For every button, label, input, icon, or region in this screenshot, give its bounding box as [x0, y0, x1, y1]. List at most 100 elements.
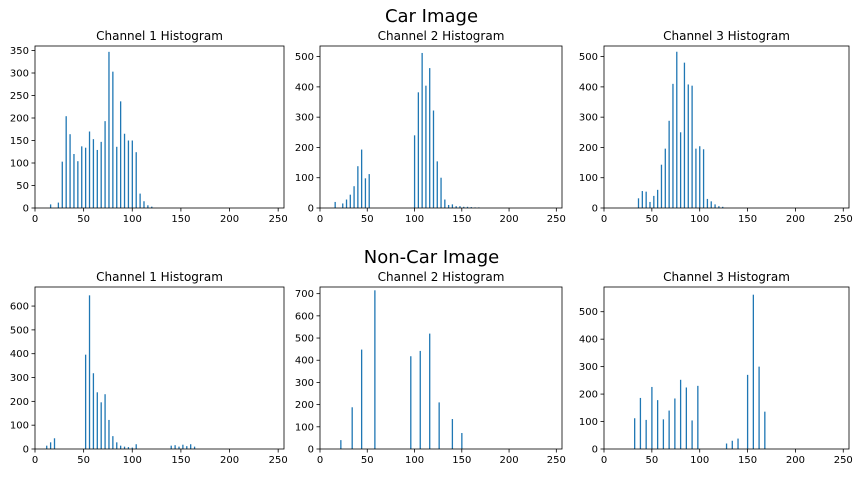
histogram-bar [345, 199, 348, 208]
x-tick-label: 0 [317, 455, 323, 466]
histogram-bar [151, 206, 153, 208]
histogram-bar [447, 204, 450, 208]
histogram-bar [440, 177, 442, 208]
subplot-4: Channel 1 Histogram 0 50 100 150 200 250 0 100 20… [10, 270, 288, 466]
histogram-bar [683, 62, 686, 209]
y-tick-label: 300 [10, 69, 29, 80]
histogram-bar [53, 438, 56, 449]
y-tick-label: 500 [579, 52, 598, 63]
histogram-bar [421, 52, 423, 209]
axes-frame [603, 45, 850, 209]
histogram-bar [637, 198, 640, 208]
y-tick-label: 400 [579, 335, 598, 346]
y-tick-label: 100 [295, 173, 314, 184]
histogram-bar [444, 199, 446, 208]
histogram-bar [731, 440, 733, 449]
histogram-bar [108, 51, 110, 208]
histogram-bar [758, 366, 760, 449]
x-tick-label: 50 [77, 455, 90, 466]
subplot-1: Channel 1 Histogram 0 50 100 150 200 250 0 50 100… [10, 29, 288, 225]
x-tick-label: 250 [547, 455, 566, 466]
histogram-bar [77, 161, 79, 208]
y-tick-label: 150 [10, 136, 29, 147]
x-tick-label: 200 [786, 214, 805, 225]
histogram-bar [139, 193, 141, 208]
histogram-bar [662, 419, 665, 449]
y-tick-label: 500 [579, 307, 598, 318]
histogram-bar [96, 392, 98, 449]
y-tick-label: 500 [295, 52, 314, 63]
histogram-bar [714, 204, 716, 208]
histogram-bar [61, 161, 63, 208]
histogram-bar [131, 140, 133, 208]
y-tick-label: 0 [308, 445, 314, 456]
histogram-bar [135, 444, 137, 449]
x-tick-label: 200 [220, 214, 239, 225]
axes-frame [319, 45, 563, 209]
histogram-bar [92, 373, 95, 449]
axes-frame [34, 286, 285, 450]
y-tick-label: 700 [295, 289, 314, 300]
histogram-bar [432, 110, 435, 208]
histogram-bar [123, 446, 126, 449]
histogram-bar [722, 206, 724, 208]
histogram-bar [634, 418, 636, 449]
y-tick-label: 300 [579, 113, 598, 124]
histogram-bar [691, 85, 693, 208]
histogram-bar [425, 85, 427, 208]
subplot-2: Channel 2 Histogram 0 50 100 150 200 250 0 100 20… [295, 29, 566, 225]
histogram-bar [104, 121, 106, 208]
histogram-bar [143, 201, 145, 208]
x-tick-label: 0 [317, 214, 323, 225]
histogram-bar [340, 440, 342, 449]
y-tick-label: 100 [579, 417, 598, 428]
histogram-bar [182, 444, 184, 449]
x-tick-label: 100 [405, 455, 424, 466]
histogram-bar [461, 433, 463, 449]
histogram-bar [674, 398, 676, 449]
histogram-bar [660, 164, 663, 208]
histogram-bar [92, 139, 95, 208]
subplot-title: Channel 1 Histogram [96, 270, 223, 284]
histogram-bar [651, 386, 653, 449]
histogram-bar [119, 445, 122, 449]
histogram-bar [668, 120, 670, 208]
histogram-bar [100, 141, 102, 208]
non-car-image-suptitle: Non-Car Image [363, 247, 500, 268]
histogram-bar [656, 189, 659, 208]
histogram-bar [429, 68, 431, 208]
x-tick-label: 50 [645, 214, 658, 225]
histogram-bar [668, 410, 670, 449]
histogram-bar [135, 152, 137, 208]
x-tick-label: 100 [405, 214, 424, 225]
histogram-bar [368, 174, 370, 208]
histogram-bar [459, 206, 461, 208]
histogram-bar [170, 445, 172, 449]
x-tick-label: 50 [361, 214, 374, 225]
histogram-bar [685, 387, 687, 449]
axes-frame [603, 286, 850, 450]
histogram-bar [100, 402, 102, 449]
histogram-bar [193, 446, 196, 449]
x-tick-label: 100 [123, 214, 142, 225]
histogram-bar [69, 134, 71, 208]
x-tick-label: 250 [269, 214, 288, 225]
histogram-bar [691, 420, 693, 449]
histogram-bar [413, 135, 416, 208]
y-tick-label: 400 [10, 349, 29, 360]
y-tick-label: 200 [579, 143, 598, 154]
x-tick-label: 250 [547, 214, 566, 225]
histogram-bar [349, 194, 351, 208]
histogram-bar [190, 444, 192, 449]
y-tick-label: 100 [10, 421, 29, 432]
histogram-bar [679, 379, 682, 449]
subplot-3: Channel 3 Histogram 0 50 100 150 200 250 0 100 20… [579, 29, 853, 225]
histogram-bar [695, 148, 697, 208]
histogram-bar [679, 132, 682, 208]
histogram-bar [119, 101, 122, 208]
histogram-bar [374, 290, 376, 449]
y-tick-label: 300 [295, 378, 314, 389]
x-tick-label: 0 [601, 455, 607, 466]
x-tick-label: 250 [269, 455, 288, 466]
